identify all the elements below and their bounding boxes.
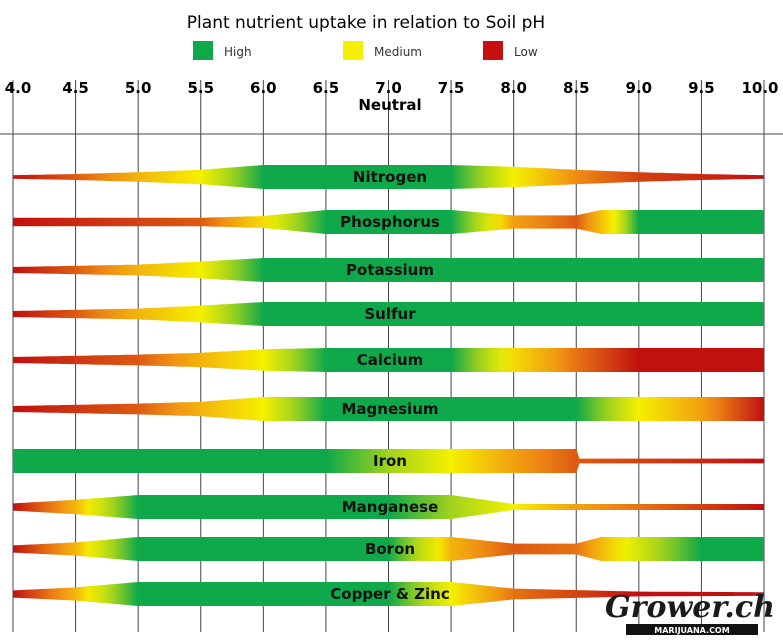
band-label-sulfur: Sulfur: [364, 305, 416, 323]
band-copper-zinc: [13, 582, 764, 606]
watermark-text: Grower.ch: [605, 590, 775, 625]
tick-label-4.0: 4.0: [5, 79, 32, 97]
band-boron: [13, 537, 764, 561]
tick-label-7.0: 7.0: [375, 79, 402, 97]
band-label-nitrogen: Nitrogen: [353, 168, 427, 186]
band-label-potassium: Potassium: [346, 261, 434, 279]
tick-label-6.5: 6.5: [313, 79, 340, 97]
legend-swatch-medium: [343, 41, 363, 60]
watermark-sub: MARIJUANA.COM: [654, 626, 729, 635]
chart-title: Plant nutrient uptake in relation to Soi…: [187, 13, 545, 33]
band-magnesium: [13, 397, 764, 421]
tick-label-9.0: 9.0: [626, 79, 653, 97]
x-axis-ticks: 4.0 4.5 5.0 5.5 6.0 6.5 7.0 7.5 8.0 8.5 9.0 9.5 10.0: [5, 79, 779, 97]
band-label-iron: Iron: [373, 452, 407, 470]
tick-label-7.5: 7.5: [438, 79, 465, 97]
tick-label-9.5: 9.5: [688, 79, 715, 97]
band-iron: [13, 449, 764, 473]
tick-label-8.5: 8.5: [563, 79, 590, 97]
band-potassium: [13, 258, 764, 282]
band-label-magnesium: Magnesium: [341, 400, 438, 418]
tick-label-5.5: 5.5: [187, 79, 214, 97]
tick-label-10.0: 10.0: [741, 79, 778, 97]
legend-swatch-low: [483, 41, 503, 60]
band-label-phosphorus: Phosphorus: [340, 213, 440, 231]
band-phosphorus: [13, 210, 764, 234]
nutrient-bands: Nitrogen Phosphorus Potassium Sulfur Calcium…: [13, 165, 764, 606]
grower-logo: Grower.ch MARIJUANA.COM: [605, 590, 775, 635]
watermark-sub-bg: [626, 624, 758, 635]
tick-label-4.5: 4.5: [62, 79, 89, 97]
legend-label-medium: Medium: [374, 45, 422, 59]
band-manganese: [13, 495, 764, 519]
band-label-copper-zinc: Copper & Zinc: [330, 585, 449, 603]
band-sulfur: [13, 302, 764, 326]
band-label-calcium: Calcium: [357, 351, 424, 369]
band-nitrogen: [13, 165, 764, 189]
legend: High Medium Low: [193, 41, 538, 60]
tick-label-8.0: 8.0: [500, 79, 527, 97]
legend-label-high: High: [224, 45, 252, 59]
legend-label-low: Low: [514, 45, 538, 59]
tick-label-6.0: 6.0: [250, 79, 277, 97]
tick-label-5.0: 5.0: [125, 79, 152, 97]
band-calcium: [13, 348, 764, 372]
neutral-label: Neutral: [358, 96, 421, 114]
band-label-boron: Boron: [365, 540, 415, 558]
band-label-manganese: Manganese: [342, 498, 439, 516]
legend-swatch-high: [193, 41, 213, 60]
